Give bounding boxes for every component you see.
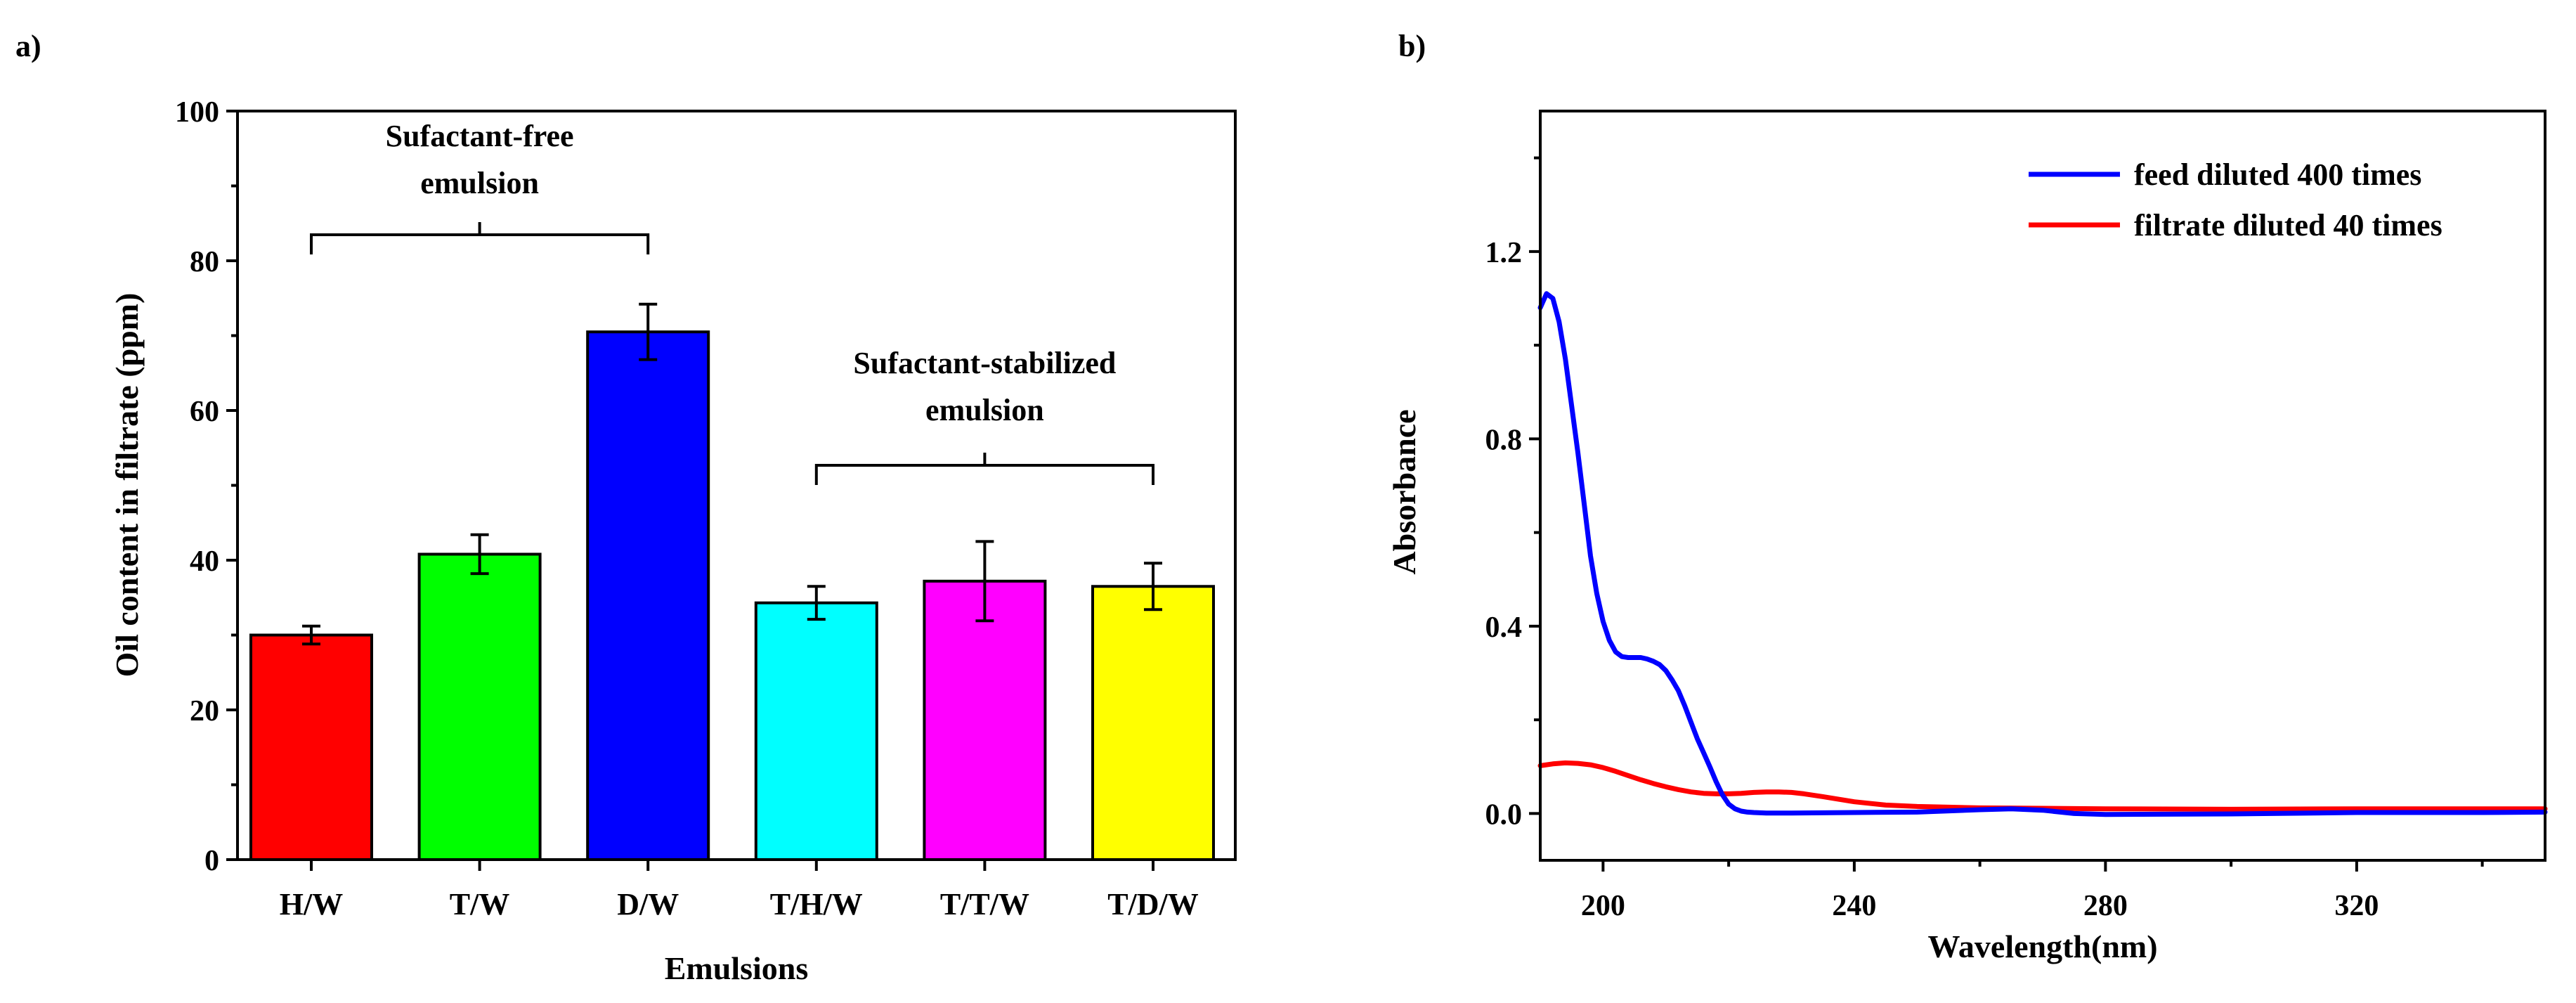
series-feed-line [1537,291,2548,817]
x-tick-label: 280 [2083,890,2128,922]
y-tick-label: 40 [190,545,219,578]
panel-b-plot-frame [1539,110,2546,862]
y-tick-label: 0.8 [1485,424,1523,456]
bar-group [249,330,1215,862]
y-tick-label: 0.4 [1485,611,1523,644]
y-tick-label: 60 [190,396,219,428]
bar-t-w [417,552,542,861]
panel-b-label: b) [1398,29,1426,63]
panel-b-line-chart: b) 0.0 0.4 0.8 1.2 200 240 280 320 feed dilute… [1386,29,2548,964]
x-tick-label: 320 [2334,890,2379,922]
y-axis-title: Absorbance [1386,409,1422,574]
legend-label-filtrate: filtrate diluted 40 times [2134,208,2442,242]
x-tick-label: T/W [450,887,510,921]
y-tick-label: 0.0 [1485,798,1523,831]
bar-h-w [249,633,373,861]
y-axis-ticks: 0 20 40 60 80 100 [175,96,238,877]
bar-d-w [586,330,710,861]
bar-t-t-w [923,579,1047,861]
bar-t-h-w [754,601,878,862]
series-filtrate-line [1537,760,2548,812]
x-tick-label: T/T/W [940,887,1029,921]
y-axis-ticks: 0.0 0.4 0.8 1.2 [1485,156,1540,831]
x-tick-label: 200 [1581,890,1625,922]
x-tick-label: H/W [280,887,343,921]
x-axis-title: Wavelength(nm) [1927,928,2157,964]
y-tick-label: 20 [190,695,219,727]
annotation-bracket [814,453,1154,485]
x-tick-label: T/D/W [1107,887,1199,921]
panel-a-bar-chart: a) Sufactant-free emulsion Sufactant-stabi… [15,29,1237,986]
annotation-label: emulsion [925,393,1044,427]
error-bar-group [302,302,1162,646]
y-tick-label: 80 [190,246,219,278]
y-tick-label: 1.2 [1485,237,1523,269]
x-tick-label: 240 [1832,890,1876,922]
annotation-label: emulsion [420,166,539,200]
y-tick-label: 100 [175,96,219,129]
annotation-group: Sufactant-free emulsion Sufactant-stabiliz… [310,119,1154,485]
x-tick-label: D/W [617,887,679,921]
annotation-label: Sufactant-free [386,119,574,153]
panel-a-plot-frame [236,110,1237,861]
annotation-bracket [310,222,650,254]
x-axis-ticks: 200 240 280 320 [1581,860,2484,922]
legend-label-feed: feed diluted 400 times [2134,157,2421,192]
bar-t-d-w [1091,585,1215,862]
x-axis-title: Emulsions [665,950,809,986]
x-tick-label: T/H/W [770,887,863,921]
y-tick-label: 0 [204,845,219,877]
legend: feed diluted 400 times filtrate diluted … [2029,157,2442,242]
x-axis-ticks: H/W T/W D/W T/H/W T/T/W T/D/W [280,860,1199,921]
annotation-label: Sufactant-stabilized [853,346,1116,380]
panel-a-label: a) [15,29,41,63]
y-axis-title: Oil content in filtrate (ppm) [109,293,145,678]
series-lines [1537,291,2548,817]
